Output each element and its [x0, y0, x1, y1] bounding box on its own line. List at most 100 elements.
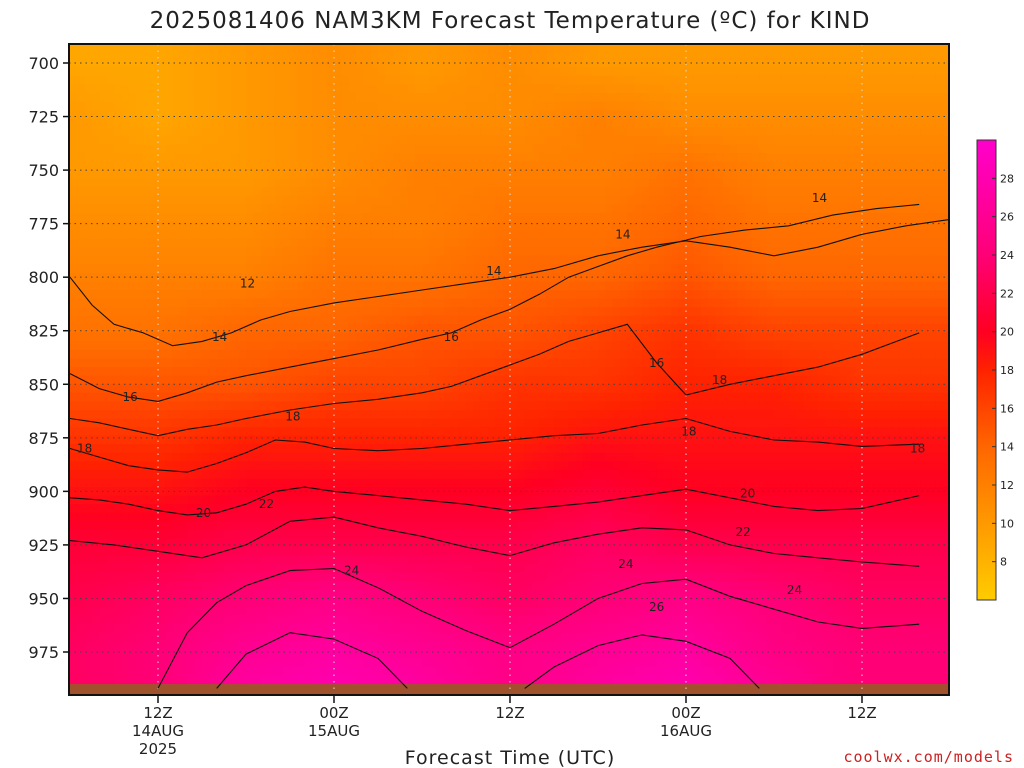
temperature-cell — [363, 110, 372, 120]
temperature-cell — [290, 75, 298, 86]
temperature-cell — [165, 264, 174, 274]
temperature-cell — [818, 238, 826, 248]
temperature-cell — [796, 75, 804, 86]
temperature-cell — [202, 204, 210, 214]
temperature-cell — [620, 238, 628, 248]
temperature-cell — [524, 307, 533, 317]
temperature-cell — [854, 153, 863, 163]
temperature-cell — [466, 153, 474, 163]
temperature-cell — [253, 264, 262, 274]
temperature-cell — [436, 187, 445, 197]
temperature-cell — [583, 195, 592, 205]
temperature-cell — [209, 144, 218, 154]
temperature-cell — [370, 290, 379, 300]
temperature-cell — [708, 67, 716, 77]
temperature-cell — [664, 255, 672, 265]
temperature-cell — [700, 247, 709, 257]
temperature-cell — [869, 127, 878, 137]
temperature-cell — [466, 384, 474, 394]
temperature-cell — [532, 187, 540, 197]
temperature-cell — [99, 315, 108, 325]
temperature-cell — [348, 110, 357, 120]
temperature-cell — [796, 93, 804, 103]
temperature-cell — [832, 67, 841, 77]
temperature-cell — [290, 187, 298, 197]
temperature-cell — [172, 247, 181, 257]
temperature-cell — [319, 84, 328, 94]
temperature-cell — [532, 67, 540, 77]
temperature-cell — [634, 212, 643, 223]
temperature-cell — [480, 264, 489, 274]
temperature-cell — [444, 255, 452, 265]
temperature-cell — [568, 170, 577, 180]
temperature-cell — [678, 315, 687, 325]
temperature-cell — [414, 324, 423, 334]
temperature-cell — [906, 230, 914, 240]
temperature-cell — [913, 161, 922, 171]
temperature-cell — [546, 315, 555, 325]
temperature-cell — [70, 221, 78, 231]
temperature-cell — [114, 221, 122, 231]
temperature-cell — [334, 93, 342, 103]
temperature-cell — [634, 264, 643, 274]
temperature-cell — [165, 221, 174, 231]
temperature-cell — [121, 281, 130, 291]
temperature-cell — [312, 264, 320, 274]
temperature-cell — [649, 101, 658, 111]
temperature-cell — [686, 170, 694, 180]
temperature-cell — [106, 135, 115, 145]
temperature-cell — [77, 44, 86, 51]
temperature-cell — [796, 298, 804, 308]
temperature-cell — [268, 272, 276, 283]
temperature-cell — [480, 110, 489, 120]
temperature-cell — [869, 67, 878, 77]
temperature-cell — [84, 50, 93, 60]
temperature-cell — [341, 264, 350, 274]
temperature-cell — [114, 367, 122, 377]
temperature-cell — [436, 230, 445, 240]
temperature-cell — [297, 84, 306, 94]
temperature-cell — [290, 384, 298, 394]
temperature-cell — [187, 127, 196, 137]
temperature-cell — [246, 44, 254, 51]
temperature-cell — [568, 392, 577, 402]
temperature-cell — [341, 255, 350, 265]
temperature-cell — [722, 187, 731, 197]
temperature-cell — [884, 110, 892, 120]
temperature-cell — [238, 135, 247, 145]
temperature-cell — [495, 212, 504, 223]
temperature-cell — [246, 307, 254, 317]
temperature-cell — [781, 367, 790, 377]
temperature-cell — [356, 264, 364, 274]
temperature-cell — [612, 358, 621, 368]
temperature-cell — [869, 341, 878, 351]
temperature-cell — [634, 204, 643, 214]
temperature-cell — [693, 221, 702, 231]
temperature-cell — [378, 358, 386, 368]
temperature-cell — [532, 375, 540, 385]
temperature-cell — [539, 281, 548, 291]
temperature-cell — [260, 375, 269, 385]
temperature-cell — [202, 392, 210, 402]
temperature-cell — [414, 178, 423, 188]
temperature-cell — [70, 75, 78, 86]
temperature-cell — [136, 178, 144, 188]
temperature-cell — [158, 350, 166, 360]
temperature-cell — [282, 204, 291, 214]
temperature-cell — [180, 221, 188, 231]
temperature-cell — [414, 264, 423, 274]
temperature-cell — [121, 44, 130, 51]
temperature-cell — [158, 204, 166, 214]
temperature-cell — [935, 332, 944, 343]
temperature-cell — [194, 204, 203, 214]
temperature-cell — [869, 170, 878, 180]
temperature-cell — [744, 247, 753, 257]
temperature-cell — [92, 358, 100, 368]
temperature-cell — [348, 58, 357, 68]
temperature-cell — [407, 178, 416, 188]
temperature-cell — [92, 50, 100, 60]
temperature-cell — [539, 127, 548, 137]
temperature-cell — [385, 324, 394, 334]
temperature-cell — [414, 135, 423, 145]
temperature-cell — [847, 332, 856, 343]
